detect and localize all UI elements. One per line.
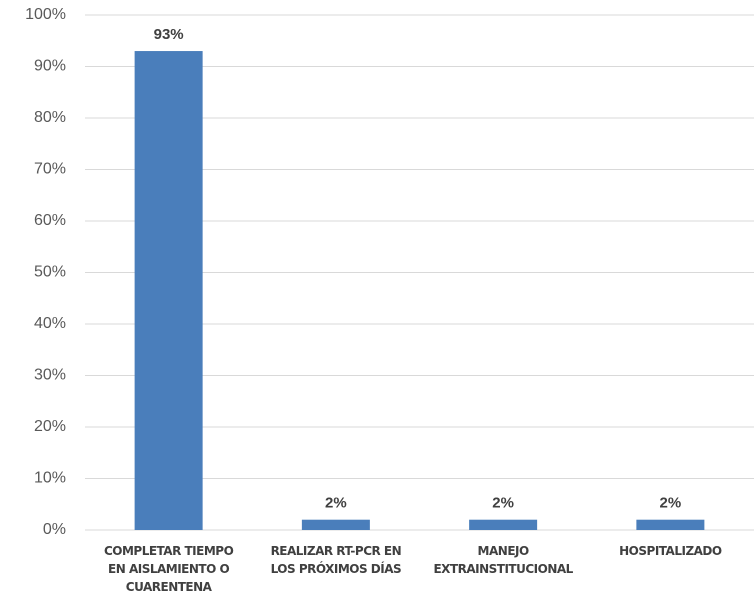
y-tick-label: 30% <box>34 367 66 384</box>
x-tick-label: MANEJO EXTRAINSTITUCIONAL <box>433 544 573 576</box>
x-tick-label: HOSPITALIZADO <box>619 544 722 558</box>
x-tick-label: COMPLETAR TIEMPO EN AISLAMIENTO O CUAREN… <box>103 544 234 594</box>
y-tick-label: 80% <box>34 109 66 126</box>
y-tick-label: 90% <box>34 58 66 75</box>
data-label: 2% <box>325 495 347 512</box>
y-tick-label: 0% <box>43 521 66 538</box>
y-tick-label: 60% <box>34 212 66 229</box>
data-label: 2% <box>660 495 682 512</box>
data-label: 2% <box>492 495 514 512</box>
bar <box>301 519 370 530</box>
y-tick-label: 40% <box>34 315 66 332</box>
bar <box>134 51 203 531</box>
bar <box>636 519 705 530</box>
x-tick-label: REALIZAR RT-PCR EN LOS PRÓXIMOS DÍAS <box>270 544 402 576</box>
y-tick-label: 10% <box>34 470 66 487</box>
data-label: 93% <box>154 26 184 43</box>
y-tick-label: 70% <box>34 161 66 178</box>
y-tick-label: 20% <box>34 418 66 435</box>
y-tick-label: 100% <box>25 6 66 23</box>
bar <box>469 519 538 530</box>
y-tick-label: 50% <box>34 264 66 281</box>
